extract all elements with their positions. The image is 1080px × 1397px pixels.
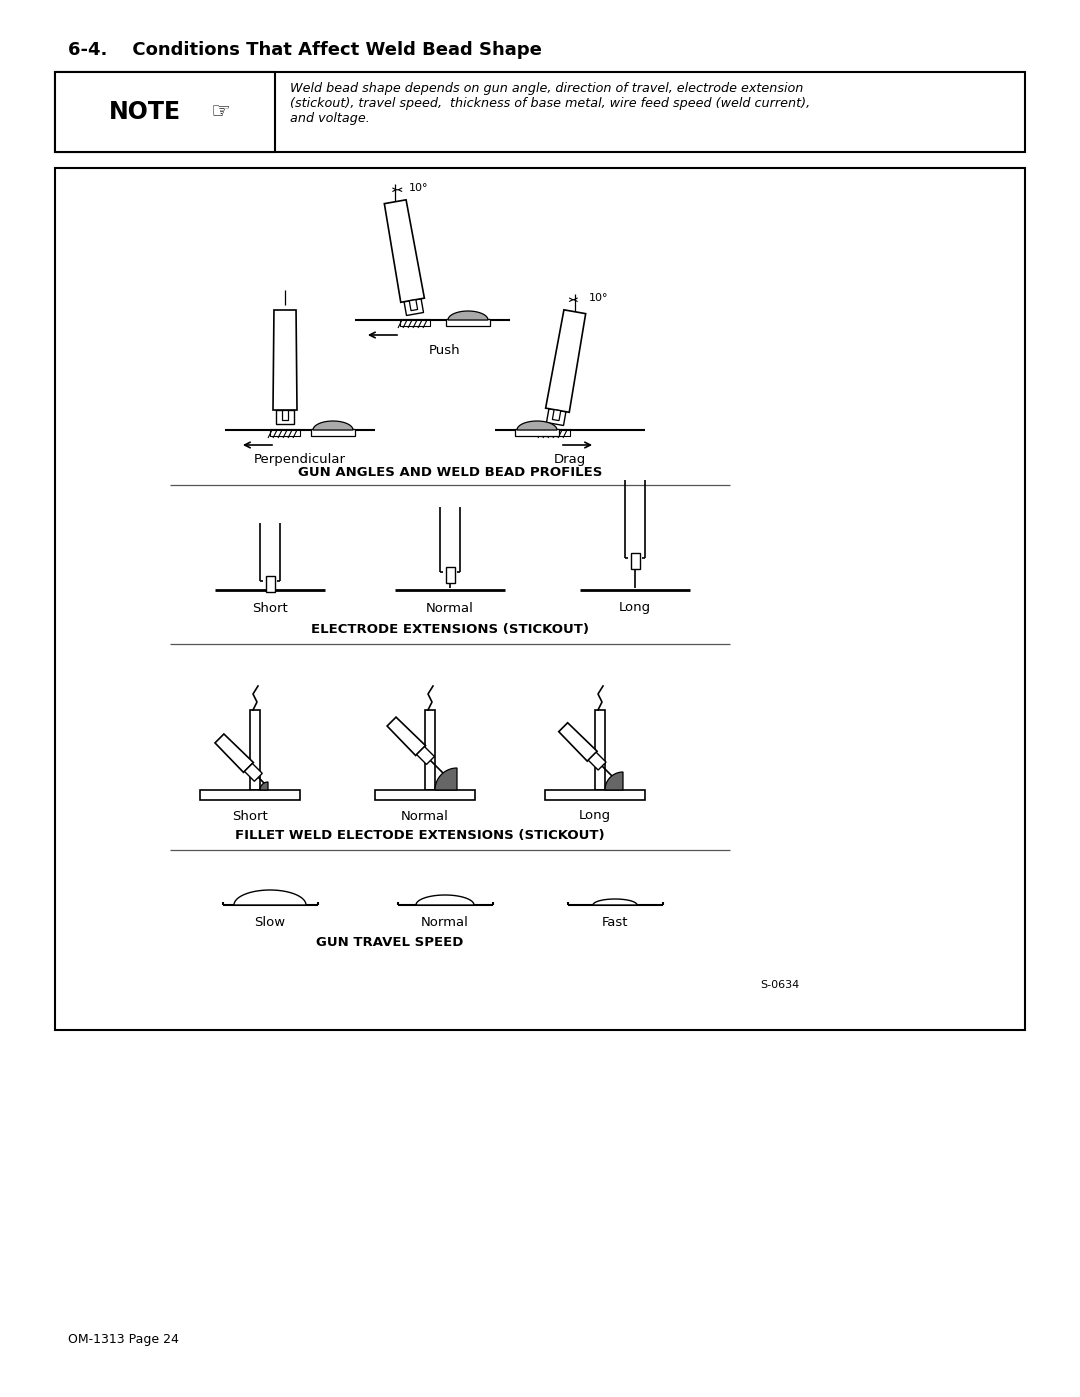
Text: Long: Long	[619, 602, 651, 615]
Text: Push: Push	[429, 344, 461, 356]
Bar	[249, 710, 260, 789]
Polygon shape	[517, 420, 557, 430]
Bar	[631, 553, 639, 569]
Polygon shape	[384, 200, 424, 302]
Bar	[55, 73, 275, 152]
Text: OM-1313 Page 24: OM-1313 Page 24	[68, 1334, 179, 1347]
Polygon shape	[593, 900, 637, 905]
Text: 6-4.    Conditions That Affect Weld Bead Shape: 6-4. Conditions That Affect Weld Bead Sh…	[68, 41, 542, 59]
Bar	[545, 789, 645, 800]
Polygon shape	[545, 310, 585, 412]
Text: ☞: ☞	[210, 102, 230, 122]
Polygon shape	[416, 895, 474, 905]
Polygon shape	[546, 409, 566, 426]
Text: Short: Short	[232, 809, 268, 823]
Bar	[446, 319, 490, 326]
Text: GUN TRAVEL SPEED: GUN TRAVEL SPEED	[316, 936, 463, 949]
Text: Normal: Normal	[401, 809, 449, 823]
Text: NOTE: NOTE	[109, 101, 181, 124]
Text: ELECTRODE EXTENSIONS (STICKOUT): ELECTRODE EXTENSIONS (STICKOUT)	[311, 623, 589, 637]
Polygon shape	[448, 312, 488, 320]
Bar	[200, 789, 300, 800]
Bar	[446, 567, 455, 583]
Polygon shape	[605, 773, 623, 789]
Polygon shape	[404, 299, 423, 316]
Bar	[515, 429, 559, 436]
Polygon shape	[313, 420, 353, 430]
Bar	[400, 319, 430, 326]
Text: Normal: Normal	[421, 916, 469, 929]
Text: 10°: 10°	[409, 183, 429, 193]
Bar	[311, 429, 355, 436]
Polygon shape	[409, 299, 418, 310]
Polygon shape	[417, 746, 434, 764]
Text: 10°: 10°	[589, 293, 608, 303]
Text: Perpendicular: Perpendicular	[254, 454, 346, 467]
Text: Normal: Normal	[427, 602, 474, 615]
Bar	[270, 429, 300, 436]
Text: Drag: Drag	[554, 454, 586, 467]
Bar	[595, 710, 605, 789]
Bar	[55, 73, 1025, 152]
Polygon shape	[558, 722, 597, 761]
Polygon shape	[215, 733, 254, 773]
Polygon shape	[552, 409, 561, 420]
Polygon shape	[435, 768, 457, 789]
Bar	[540, 429, 570, 436]
Polygon shape	[260, 782, 268, 789]
Bar	[266, 576, 274, 592]
Polygon shape	[387, 717, 426, 756]
Polygon shape	[282, 409, 288, 420]
Text: Fast: Fast	[602, 916, 629, 929]
Bar	[55, 168, 1025, 1030]
Text: S-0634: S-0634	[760, 981, 799, 990]
Text: Weld bead shape depends on gun angle, direction of travel, electrode extension
(: Weld bead shape depends on gun angle, di…	[291, 82, 810, 124]
Polygon shape	[589, 752, 606, 770]
Bar	[426, 710, 435, 789]
Bar	[375, 789, 475, 800]
Text: GUN ANGLES AND WELD BEAD PROFILES: GUN ANGLES AND WELD BEAD PROFILES	[298, 465, 603, 479]
Text: Slow: Slow	[255, 916, 285, 929]
Text: Short: Short	[252, 602, 288, 615]
Polygon shape	[234, 890, 306, 905]
Polygon shape	[273, 310, 297, 409]
Polygon shape	[276, 409, 294, 425]
Text: Long: Long	[579, 809, 611, 823]
Polygon shape	[244, 764, 262, 781]
Text: FILLET WELD ELECTODE EXTENSIONS (STICKOUT): FILLET WELD ELECTODE EXTENSIONS (STICKOU…	[235, 830, 605, 842]
